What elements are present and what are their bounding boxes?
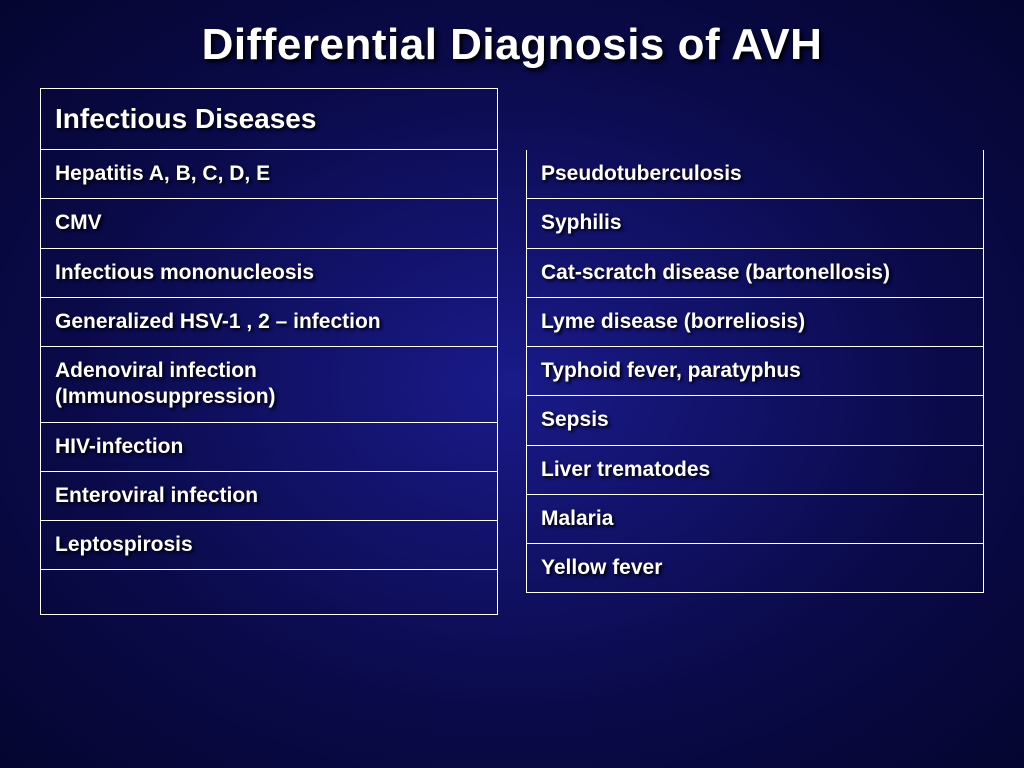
table-cell: CMV <box>40 199 498 248</box>
table-cell: Adenoviral infection (Immunosuppression) <box>40 347 498 423</box>
header-spacer <box>526 88 984 150</box>
table-cell: Malaria <box>526 495 984 544</box>
slide-title: Differential Diagnosis of AVH <box>40 20 984 70</box>
table-cell: Typhoid fever, paratyphus <box>526 347 984 396</box>
table-cell: Lyme disease (borreliosis) <box>526 298 984 347</box>
table-cell: Liver trematodes <box>526 446 984 495</box>
table-cell: Hepatitis A, B, C, D, E <box>40 150 498 199</box>
table-cell: HIV-infection <box>40 423 498 472</box>
left-column: Infectious Diseases Hepatitis A, B, C, D… <box>40 88 498 738</box>
table-cell: Sepsis <box>526 396 984 445</box>
table-cell: Leptospirosis <box>40 521 498 570</box>
table-cell: Cat-scratch disease (bartonellosis) <box>526 249 984 298</box>
table-cell <box>40 570 498 615</box>
table-cell: Pseudotuberculosis <box>526 150 984 199</box>
column-header: Infectious Diseases <box>40 88 498 150</box>
table-cell: Infectious mononucleosis <box>40 249 498 298</box>
slide-container: Differential Diagnosis of AVH Infectious… <box>0 0 1024 768</box>
columns-wrapper: Infectious Diseases Hepatitis A, B, C, D… <box>40 88 984 738</box>
table-cell: Syphilis <box>526 199 984 248</box>
table-cell: Generalized HSV-1 , 2 – infection <box>40 298 498 347</box>
right-column: Pseudotuberculosis Syphilis Cat-scratch … <box>526 88 984 738</box>
table-cell: Yellow fever <box>526 544 984 593</box>
table-cell: Enteroviral infection <box>40 472 498 521</box>
